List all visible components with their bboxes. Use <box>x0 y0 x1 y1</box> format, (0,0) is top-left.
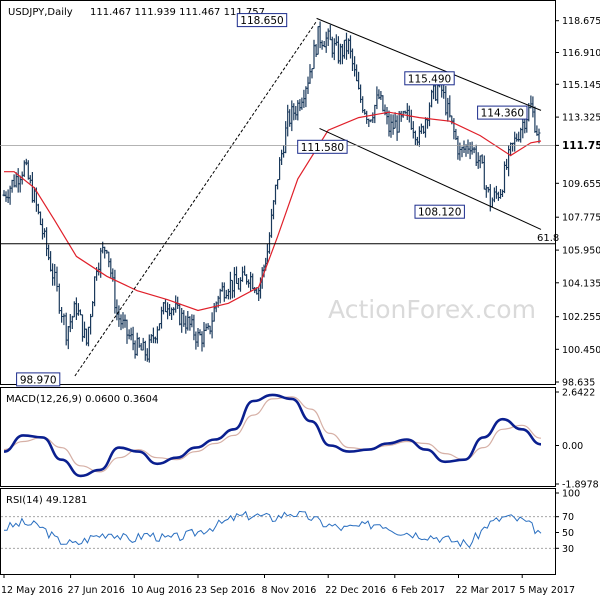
price-layer: 118.650 115.490 114.360 111.580 108.120 98.97… <box>0 13 559 387</box>
watermark: ActionForex.com <box>328 295 536 324</box>
x-tick-label: 6 Feb 2017 <box>392 585 445 596</box>
label-111.580: 111.580 <box>301 142 344 154</box>
y-tick-label: 109.655 <box>562 179 600 190</box>
rsi-layer: 100 70 50 30 <box>1 489 580 555</box>
macd-y-tick-label: -1.8978 <box>562 480 599 491</box>
macd-line <box>3 393 542 478</box>
macd-layer: 2.6422 0.00 -1.8978 <box>3 388 599 491</box>
rsi-line <box>3 510 542 549</box>
x-tick-label: 12 May 2016 <box>1 585 63 596</box>
x-tick-label: 22 Mar 2017 <box>456 585 516 596</box>
upper-channel <box>316 17 542 111</box>
y-tick-label: 115.145 <box>562 80 600 91</box>
y-tick-label: 116.910 <box>562 48 600 59</box>
label-118.650: 118.650 <box>240 15 283 27</box>
y-tick-label: 100.450 <box>562 345 600 356</box>
label-box <box>16 372 61 387</box>
x-tick-label: 23 Sep 2016 <box>195 585 255 596</box>
x-tick-label: 8 Nov 2016 <box>262 585 317 596</box>
label-108.120: 108.120 <box>418 207 461 219</box>
rsi-title: RSI(14) 49.1281 <box>6 495 87 506</box>
y-tick-label: 104.135 <box>562 278 600 289</box>
label-box <box>414 204 465 219</box>
y-tick-label: 113.325 <box>562 113 600 124</box>
x-tick-label: 5 May 2017 <box>519 585 575 596</box>
fib-618-label: 61.8 <box>537 233 559 244</box>
ohlc-values: 111.467 111.939 111.467 111.757 <box>90 7 265 18</box>
y-tick-label: 98.635 <box>562 378 595 389</box>
x-tick-label: 22 Dec 2016 <box>325 585 386 596</box>
y-tick-label: 118.675 <box>562 16 600 27</box>
axis-layer: 118.675 116.910 115.145 113.325 111.757 109.6… <box>1 16 600 596</box>
label-box <box>297 139 348 154</box>
rsi-y-tick-label: 30 <box>562 544 574 555</box>
x-tick-label: 10 Aug 2016 <box>131 585 192 596</box>
label-box <box>477 105 528 120</box>
macd-y-tick-label: 0.00 <box>562 441 583 452</box>
rsi-y-tick-label: 50 <box>562 528 574 539</box>
support-98970-118650 <box>74 20 318 377</box>
label-98.970: 98.970 <box>20 374 57 386</box>
label-114.360: 114.360 <box>481 108 524 120</box>
label-115.490: 115.490 <box>408 73 451 85</box>
symbol-title: USDJPY,Daily <box>8 7 73 18</box>
y-tick-label: 107.775 <box>562 213 600 224</box>
x-tick-label: 27 Jun 2016 <box>68 585 125 596</box>
macd-y-tick-label: 2.6422 <box>562 388 595 399</box>
y-tick-label: 102.255 <box>562 312 600 323</box>
macd-title: MACD(12,26,9) 0.0600 0.3604 <box>6 394 158 405</box>
rsi-y-tick-label: 70 <box>562 512 574 523</box>
y-tick-label: 105.950 <box>562 246 600 257</box>
rsi-y-tick-label: 100 <box>562 489 580 500</box>
label-box <box>404 71 455 86</box>
price-panel-frame <box>0 0 556 385</box>
rsi-panel-frame <box>0 488 556 575</box>
label-box <box>236 13 288 28</box>
y-tick-label: 111.757 <box>562 140 600 152</box>
sma-line <box>4 111 542 312</box>
